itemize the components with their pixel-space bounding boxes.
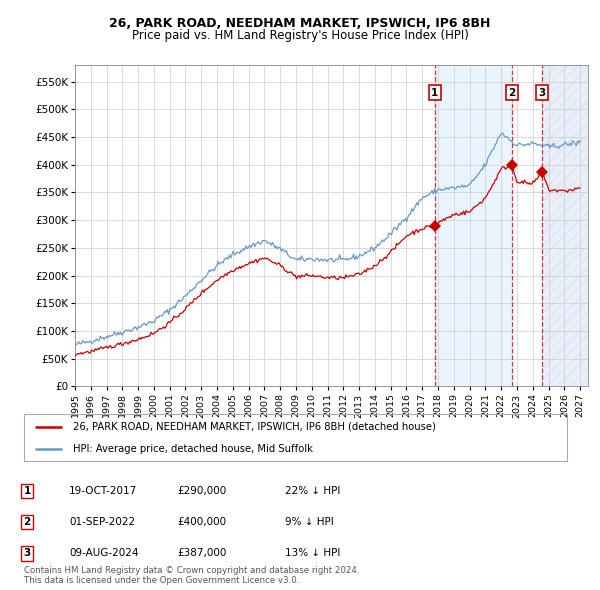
Text: £290,000: £290,000 xyxy=(177,486,226,496)
Text: 26, PARK ROAD, NEEDHAM MARKET, IPSWICH, IP6 8BH (detached house): 26, PARK ROAD, NEEDHAM MARKET, IPSWICH, … xyxy=(73,422,436,432)
Bar xyxy=(435,65,512,386)
Text: 26, PARK ROAD, NEEDHAM MARKET, IPSWICH, IP6 8BH: 26, PARK ROAD, NEEDHAM MARKET, IPSWICH, … xyxy=(109,17,491,30)
Text: 22% ↓ HPI: 22% ↓ HPI xyxy=(285,486,340,496)
Text: 19-OCT-2017: 19-OCT-2017 xyxy=(69,486,137,496)
Text: 13% ↓ HPI: 13% ↓ HPI xyxy=(285,549,340,558)
Text: 1: 1 xyxy=(431,88,439,97)
Text: 9% ↓ HPI: 9% ↓ HPI xyxy=(285,517,334,527)
Text: £400,000: £400,000 xyxy=(177,517,226,527)
Text: 01-SEP-2022: 01-SEP-2022 xyxy=(69,517,135,527)
Text: £387,000: £387,000 xyxy=(177,549,226,558)
Text: 3: 3 xyxy=(539,88,546,97)
Text: 3: 3 xyxy=(23,549,31,558)
Text: Contains HM Land Registry data © Crown copyright and database right 2024.
This d: Contains HM Land Registry data © Crown c… xyxy=(24,566,359,585)
Bar xyxy=(542,65,588,386)
Text: Price paid vs. HM Land Registry's House Price Index (HPI): Price paid vs. HM Land Registry's House … xyxy=(131,30,469,42)
Text: 09-AUG-2024: 09-AUG-2024 xyxy=(69,549,139,558)
Text: 2: 2 xyxy=(508,88,515,97)
Text: 2: 2 xyxy=(23,517,31,527)
Text: HPI: Average price, detached house, Mid Suffolk: HPI: Average price, detached house, Mid … xyxy=(73,444,313,454)
Text: 1: 1 xyxy=(23,486,31,496)
Bar xyxy=(542,65,588,386)
